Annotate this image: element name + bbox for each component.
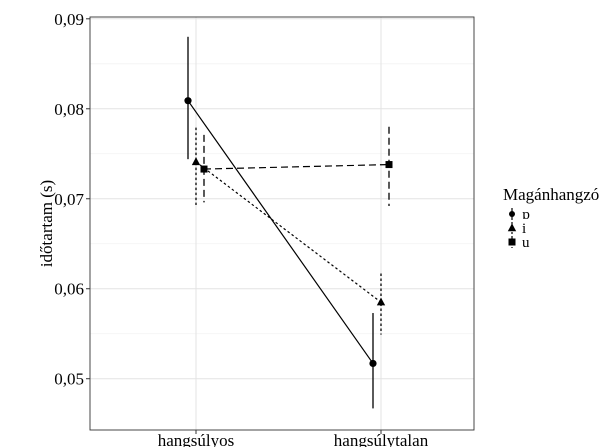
y-tick-label: 0,09 [54,10,84,29]
y-axis-title: időtartam (s) [37,180,56,267]
legend-label: i [522,221,526,237]
data-point [200,165,208,173]
data-point [191,157,201,166]
legend-label: u [522,235,530,251]
y-tick-label: 0,07 [54,190,84,209]
series-2 [191,127,386,335]
legend-item-3: u [508,235,530,251]
data-point [184,97,192,105]
axes: 0,05 0,06 0,07 0,08 0,09 hangsúlyos hangsúlyta… [54,10,428,447]
series-3 [200,126,393,206]
y-tick-label: 0,05 [54,370,84,389]
data-point [376,297,386,306]
data-point [369,359,377,368]
x-tick-label: hangsúlytalan [334,431,429,447]
series-line [187,100,374,364]
legend-item-2: i [507,221,526,237]
legend-key-marker [509,211,515,217]
series-line [203,163,390,170]
legend-key-marker [507,223,517,232]
plot-panel-border [89,16,475,431]
grid-lines [90,17,474,430]
legend-key-marker [508,238,516,246]
legend-title: Magánhangzó [503,185,599,204]
legend: Magánhangzó ɒiu [503,185,599,251]
y-tick-label: 0,06 [54,280,84,299]
x-tick-label: hangsúlyos [158,431,235,447]
legend-item-1: ɒ [509,207,530,223]
legend-label: ɒ [522,207,530,223]
series-layer [184,36,393,409]
series-line [195,161,382,303]
y-tick-label: 0,08 [54,100,84,119]
series-1 [184,36,377,409]
data-point [385,161,393,169]
